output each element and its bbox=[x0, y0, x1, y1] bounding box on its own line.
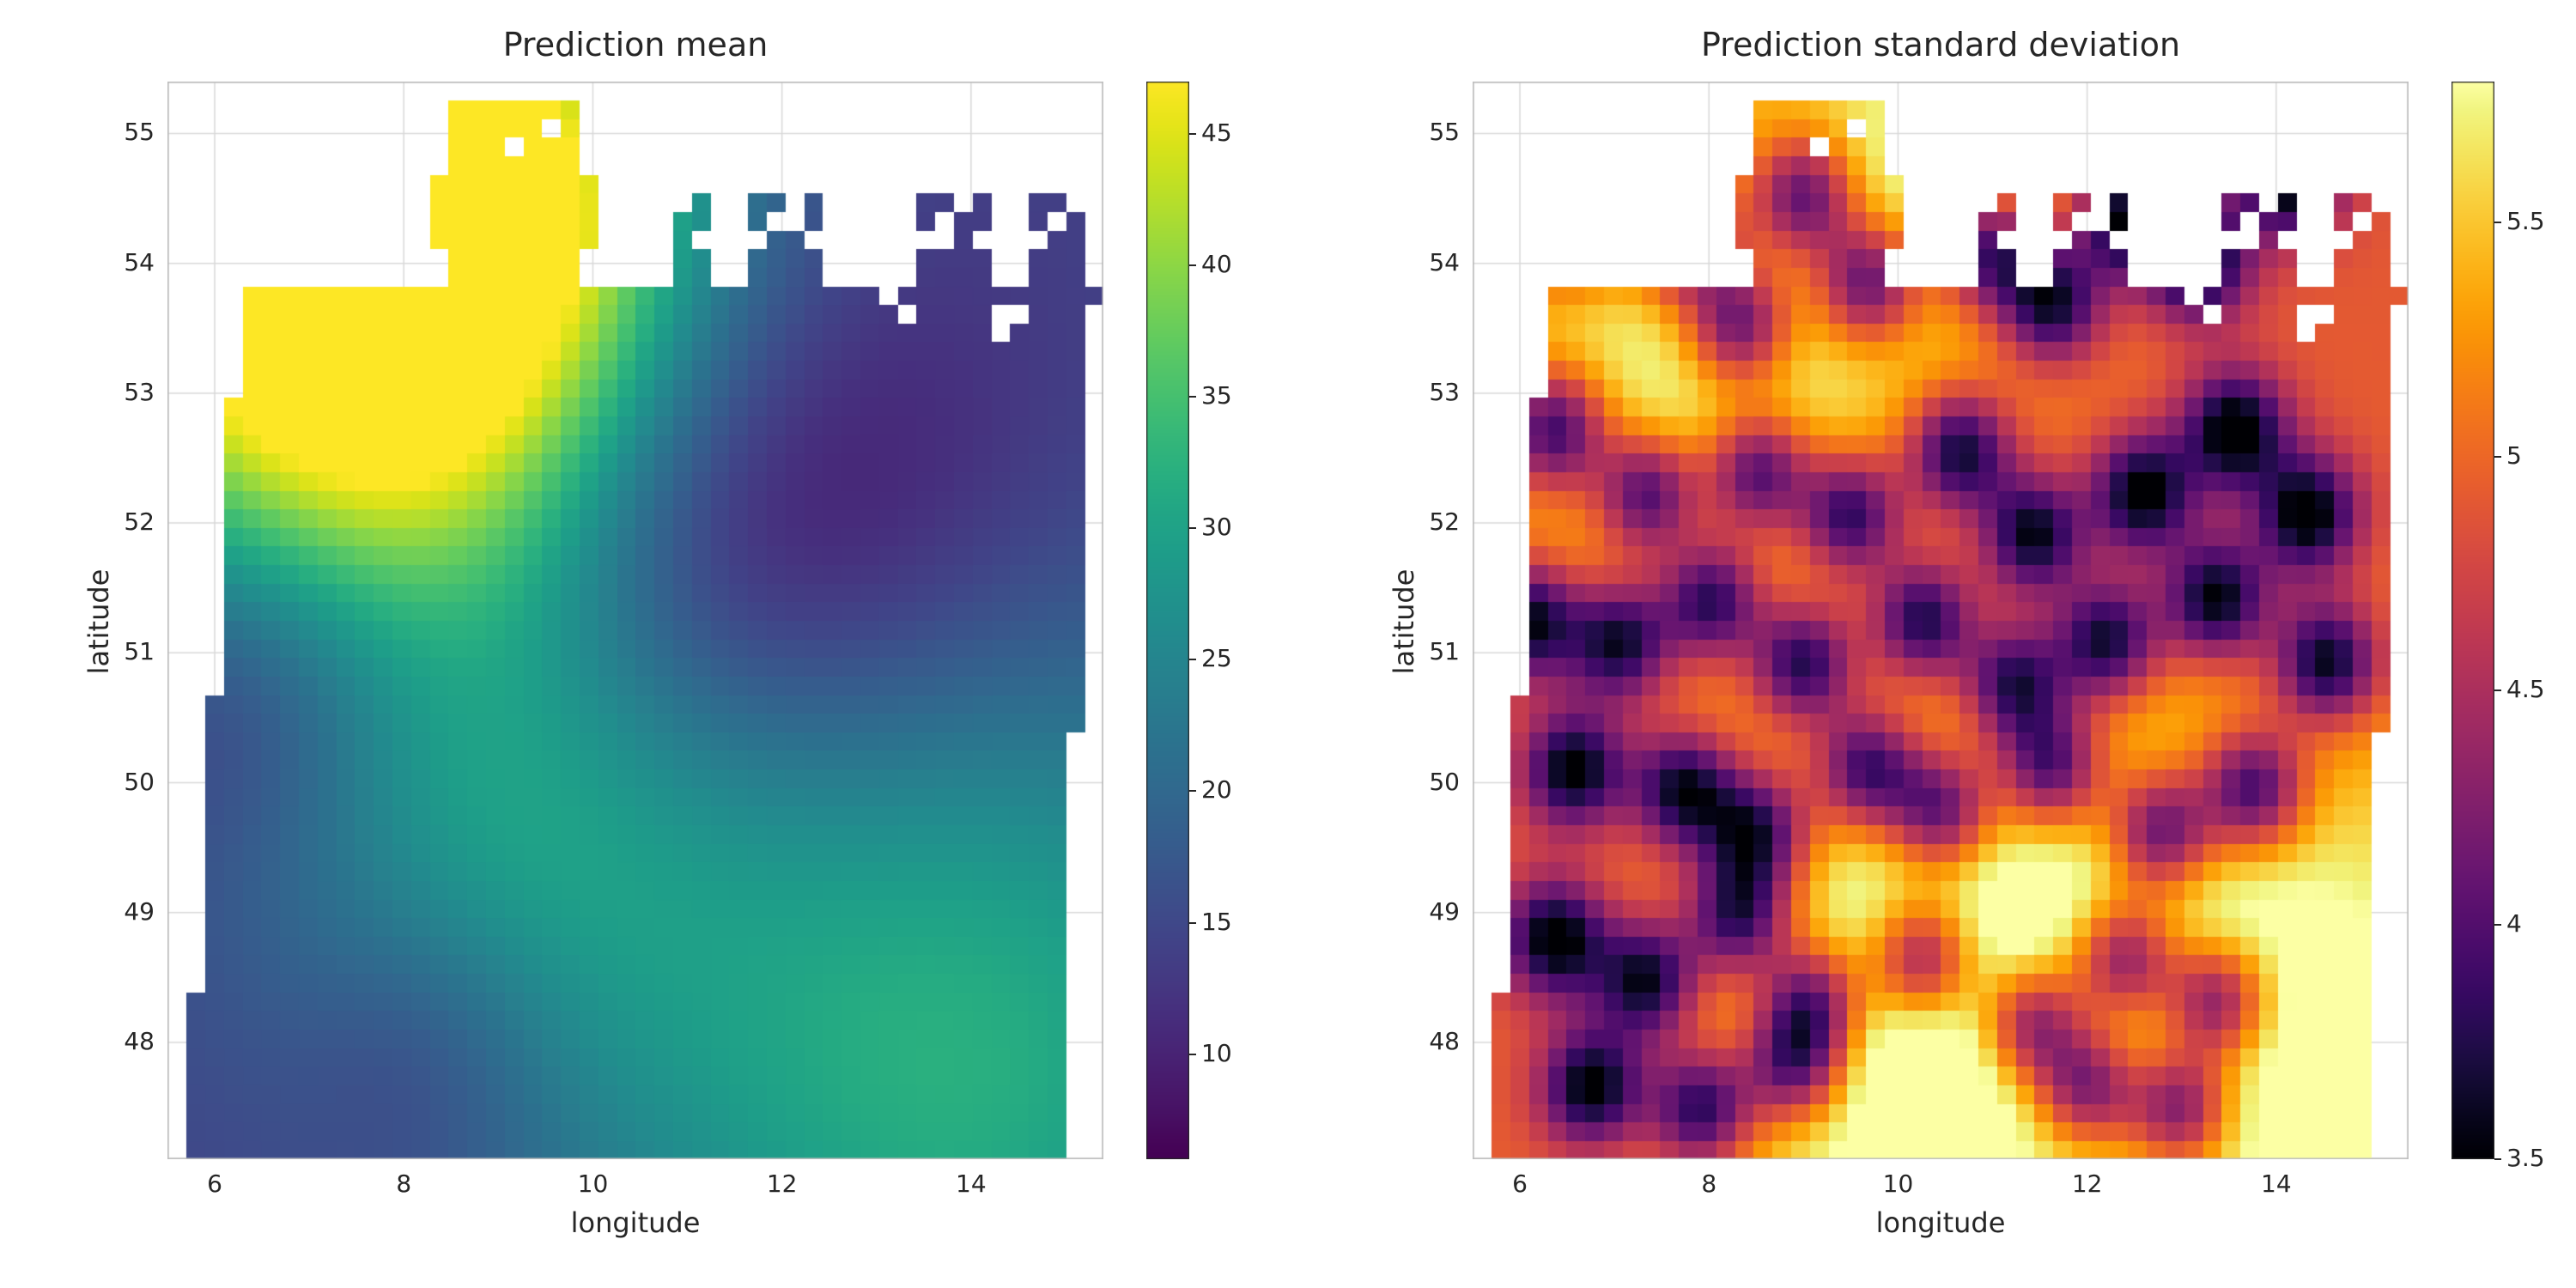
ytick-std-0: 48 bbox=[1404, 1027, 1460, 1055]
ytick-std-5: 53 bbox=[1404, 378, 1460, 406]
cbar-tickmark-std-3 bbox=[2494, 456, 2501, 458]
xtick-std-3: 12 bbox=[2053, 1170, 2122, 1198]
ytick-std-2: 50 bbox=[1404, 768, 1460, 796]
heatmap-std bbox=[1473, 82, 2409, 1159]
cbar-tickmark-std-1 bbox=[2494, 924, 2501, 926]
cbar-tick-std-3: 5 bbox=[2506, 441, 2576, 470]
ytick-std-6: 54 bbox=[1404, 248, 1460, 276]
ytick-std-4: 52 bbox=[1404, 507, 1460, 536]
cbar-tick-std-1: 4 bbox=[2506, 909, 2576, 938]
panel-std: Prediction standard deviation 6 8 10 12 14 48 4… bbox=[0, 0, 2576, 1288]
xtick-std-1: 8 bbox=[1674, 1170, 1743, 1198]
cbar-tickmark-std-4 bbox=[2494, 222, 2501, 223]
panel-title-std: Prediction standard deviation bbox=[1473, 26, 2409, 64]
cbar-tickmark-std-2 bbox=[2494, 690, 2501, 691]
cbar-tick-std-4: 5.5 bbox=[2506, 207, 2576, 235]
cbar-tick-std-0: 3.5 bbox=[2506, 1144, 2576, 1172]
figure: Prediction mean681012144849505152535455l… bbox=[0, 0, 2576, 1288]
ylabel-std: latitude bbox=[1388, 553, 1420, 690]
cbar-tick-std-2: 4.5 bbox=[2506, 675, 2576, 703]
colorbar-std bbox=[2451, 82, 2494, 1159]
xtick-std-4: 14 bbox=[2242, 1170, 2311, 1198]
xtick-std-0: 6 bbox=[1485, 1170, 1554, 1198]
ytick-std-1: 49 bbox=[1404, 897, 1460, 926]
xlabel-std: longitude bbox=[1473, 1206, 2409, 1239]
cbar-tickmark-std-0 bbox=[2494, 1158, 2501, 1160]
ytick-std-7: 55 bbox=[1404, 118, 1460, 146]
xtick-std-2: 10 bbox=[1863, 1170, 1932, 1198]
plot-area-std bbox=[1473, 82, 2409, 1159]
